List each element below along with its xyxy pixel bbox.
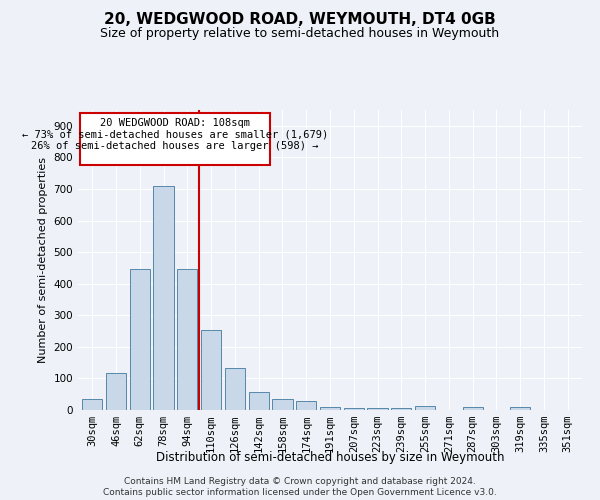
Bar bbox=[463, 407, 483, 410]
Text: Size of property relative to semi-detached houses in Weymouth: Size of property relative to semi-detach… bbox=[100, 28, 500, 40]
Y-axis label: Number of semi-detached properties: Number of semi-detached properties bbox=[38, 157, 48, 363]
Bar bbox=[367, 408, 388, 410]
Bar bbox=[154, 186, 173, 410]
Bar bbox=[320, 407, 340, 410]
Bar bbox=[248, 392, 269, 410]
Bar bbox=[225, 368, 245, 410]
Bar bbox=[391, 408, 412, 410]
Text: 20 WEDGWOOD ROAD: 108sqm: 20 WEDGWOOD ROAD: 108sqm bbox=[100, 118, 250, 128]
Text: ← 73% of semi-detached houses are smaller (1,679): ← 73% of semi-detached houses are smalle… bbox=[22, 130, 328, 140]
Text: 26% of semi-detached houses are larger (598) →: 26% of semi-detached houses are larger (… bbox=[31, 141, 319, 151]
Text: Distribution of semi-detached houses by size in Weymouth: Distribution of semi-detached houses by … bbox=[156, 451, 504, 464]
Bar bbox=[82, 399, 103, 410]
Bar bbox=[415, 406, 435, 410]
Bar bbox=[130, 270, 150, 410]
Bar bbox=[344, 408, 364, 410]
Text: Contains public sector information licensed under the Open Government Licence v3: Contains public sector information licen… bbox=[103, 488, 497, 497]
Bar bbox=[296, 402, 316, 410]
Bar bbox=[272, 399, 293, 410]
Bar bbox=[106, 372, 126, 410]
Bar bbox=[201, 330, 221, 410]
FancyBboxPatch shape bbox=[80, 113, 270, 166]
Text: Contains HM Land Registry data © Crown copyright and database right 2024.: Contains HM Land Registry data © Crown c… bbox=[124, 476, 476, 486]
Text: 20, WEDGWOOD ROAD, WEYMOUTH, DT4 0GB: 20, WEDGWOOD ROAD, WEYMOUTH, DT4 0GB bbox=[104, 12, 496, 28]
Bar bbox=[510, 407, 530, 410]
Bar bbox=[177, 270, 197, 410]
